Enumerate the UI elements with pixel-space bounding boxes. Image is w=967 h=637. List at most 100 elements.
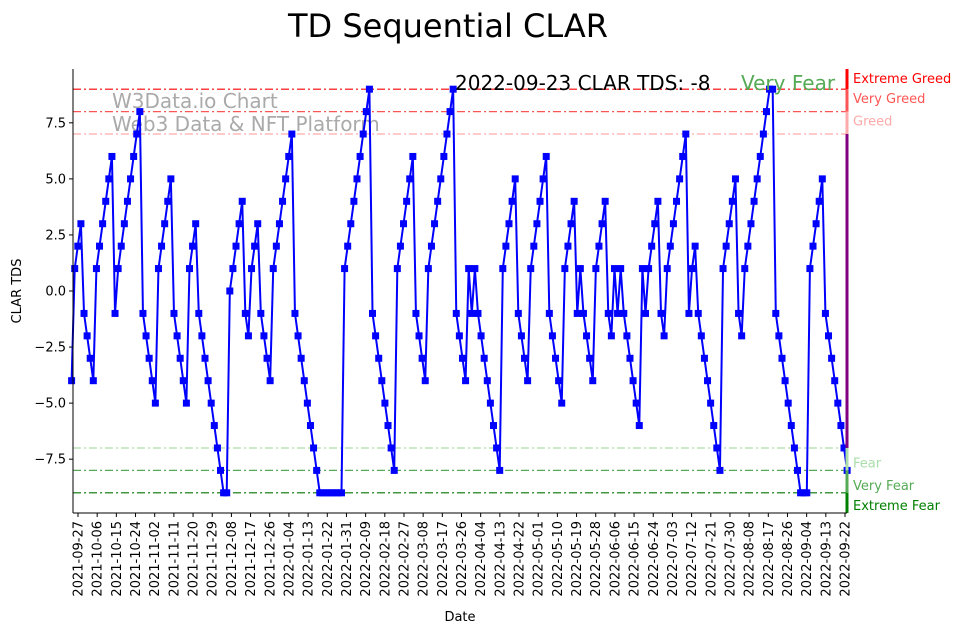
data-point (272, 242, 280, 250)
data-point (462, 377, 470, 385)
data-point (793, 466, 801, 474)
data-point (306, 422, 314, 430)
data-point (747, 220, 755, 228)
data-point (505, 220, 513, 228)
data-point (375, 354, 383, 362)
data-point (775, 332, 783, 340)
data-point (443, 130, 451, 138)
x-tick-label: 2021-12-26 (263, 521, 278, 597)
data-point (567, 220, 575, 228)
data-point (400, 220, 408, 228)
data-point (201, 354, 209, 362)
data-point (545, 309, 553, 317)
x-tick-label: 2022-03-17 (436, 521, 451, 597)
data-point (440, 152, 448, 160)
data-point (347, 220, 355, 228)
data-point (700, 354, 708, 362)
x-tick-label: 2022-01-13 (302, 521, 317, 597)
data-point (527, 265, 535, 273)
data-point (223, 489, 231, 497)
data-point (381, 399, 389, 407)
y-tick-label: 2.5 (45, 228, 66, 243)
data-point (663, 265, 671, 273)
data-point (123, 197, 131, 205)
data-point (176, 354, 184, 362)
data-point (108, 152, 116, 160)
x-tick-label: 2022-08-26 (781, 521, 796, 597)
data-point (635, 422, 643, 430)
data-point (483, 377, 491, 385)
data-point (750, 197, 758, 205)
data-point (263, 354, 271, 362)
data-point (142, 332, 150, 340)
data-point (725, 220, 733, 228)
data-point (164, 197, 172, 205)
x-tick-label: 2022-03-08 (417, 521, 432, 597)
x-tick-label: 2022-09-22 (839, 521, 854, 597)
data-point (387, 444, 395, 452)
data-point (815, 197, 823, 205)
data-point (533, 220, 541, 228)
data-point (704, 377, 712, 385)
data-point (610, 265, 618, 273)
data-point (552, 354, 560, 362)
data-point (548, 332, 556, 340)
data-point (288, 130, 296, 138)
data-point (431, 220, 439, 228)
y-tick-label: −7.5 (34, 453, 66, 468)
data-point (530, 242, 538, 250)
data-point (669, 220, 677, 228)
data-point (716, 466, 724, 474)
x-tick-label: 2021-10-06 (91, 521, 106, 597)
data-point (617, 265, 625, 273)
data-point (583, 332, 591, 340)
data-point (787, 422, 795, 430)
x-tick-label: 2022-08-17 (762, 521, 777, 597)
data-point (735, 309, 743, 317)
data-point (741, 265, 749, 273)
series-clar-tds (68, 85, 851, 497)
data-point (213, 444, 221, 452)
data-point (781, 377, 789, 385)
data-point (641, 309, 649, 317)
data-point (561, 265, 569, 273)
data-point (564, 242, 572, 250)
data-point (657, 309, 665, 317)
series-line (70, 88, 849, 494)
x-tick-label: 2021-10-15 (110, 521, 125, 597)
data-point (825, 332, 833, 340)
data-point (555, 377, 563, 385)
data-point (341, 265, 349, 273)
data-point (579, 309, 587, 317)
data-point (294, 332, 302, 340)
data-point (623, 332, 631, 340)
x-tick-label: 2022-02-09 (359, 521, 374, 597)
data-point (502, 242, 510, 250)
data-point (409, 152, 417, 160)
data-point (499, 265, 507, 273)
data-point (337, 489, 345, 497)
x-tick-label: 2022-04-22 (513, 521, 528, 597)
x-tick-label: 2022-05-10 (551, 521, 566, 597)
data-point (496, 466, 504, 474)
data-point (834, 399, 842, 407)
data-point (210, 422, 218, 430)
data-point (676, 175, 684, 183)
data-point (586, 354, 594, 362)
data-point (179, 377, 187, 385)
data-point (772, 309, 780, 317)
data-point (170, 309, 178, 317)
data-point (74, 242, 82, 250)
data-point (260, 332, 268, 340)
data-point (154, 265, 162, 273)
data-point (244, 332, 252, 340)
data-point (300, 377, 308, 385)
data-point (393, 265, 401, 273)
data-point (480, 354, 488, 362)
data-point (71, 265, 79, 273)
data-point (682, 130, 690, 138)
data-point (139, 309, 147, 317)
data-point (809, 242, 817, 250)
data-point (269, 265, 277, 273)
